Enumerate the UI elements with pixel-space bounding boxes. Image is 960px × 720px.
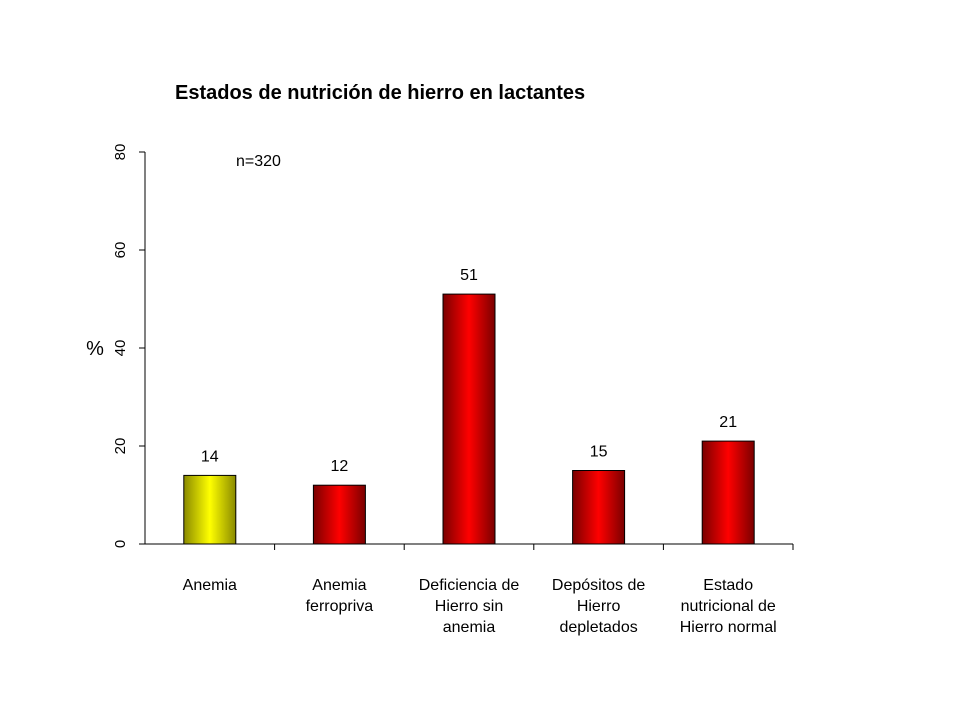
y-axis-title: % — [86, 338, 104, 360]
bar-value-label: 51 — [460, 267, 478, 284]
bar — [572, 470, 626, 545]
bar — [442, 293, 496, 545]
category-label: Deficiencia de Hierro sin anemia — [419, 577, 520, 636]
plot-area: 0 20 40 60 80 14 Anemia 12 Anemia ferropriva 51 Def… — [112, 144, 794, 636]
bar-value-label: 15 — [590, 444, 608, 461]
bar — [183, 474, 237, 545]
sample-size-annotation: n=320 — [236, 153, 281, 170]
bar — [701, 440, 755, 545]
category-label: Anemia — [183, 577, 237, 594]
category-label: Depósitos de Hierro depletados — [552, 577, 645, 636]
bar — [312, 484, 366, 545]
y-tick-label: 80 — [112, 144, 129, 161]
category-label: Anemia ferropriva — [306, 577, 374, 615]
y-tick-label: 60 — [112, 242, 129, 259]
bar-value-label: 14 — [201, 448, 219, 465]
category-label: Estado nutricional de Hierro normal — [680, 577, 777, 636]
y-tick-label: 20 — [112, 438, 129, 455]
bar-value-label: 12 — [331, 458, 349, 475]
chart-title: Estados de nutrición de hierro en lactan… — [175, 82, 585, 104]
y-tick-label: 40 — [112, 340, 129, 357]
bar-value-label: 21 — [719, 414, 737, 431]
y-tick-label: 0 — [112, 540, 129, 548]
